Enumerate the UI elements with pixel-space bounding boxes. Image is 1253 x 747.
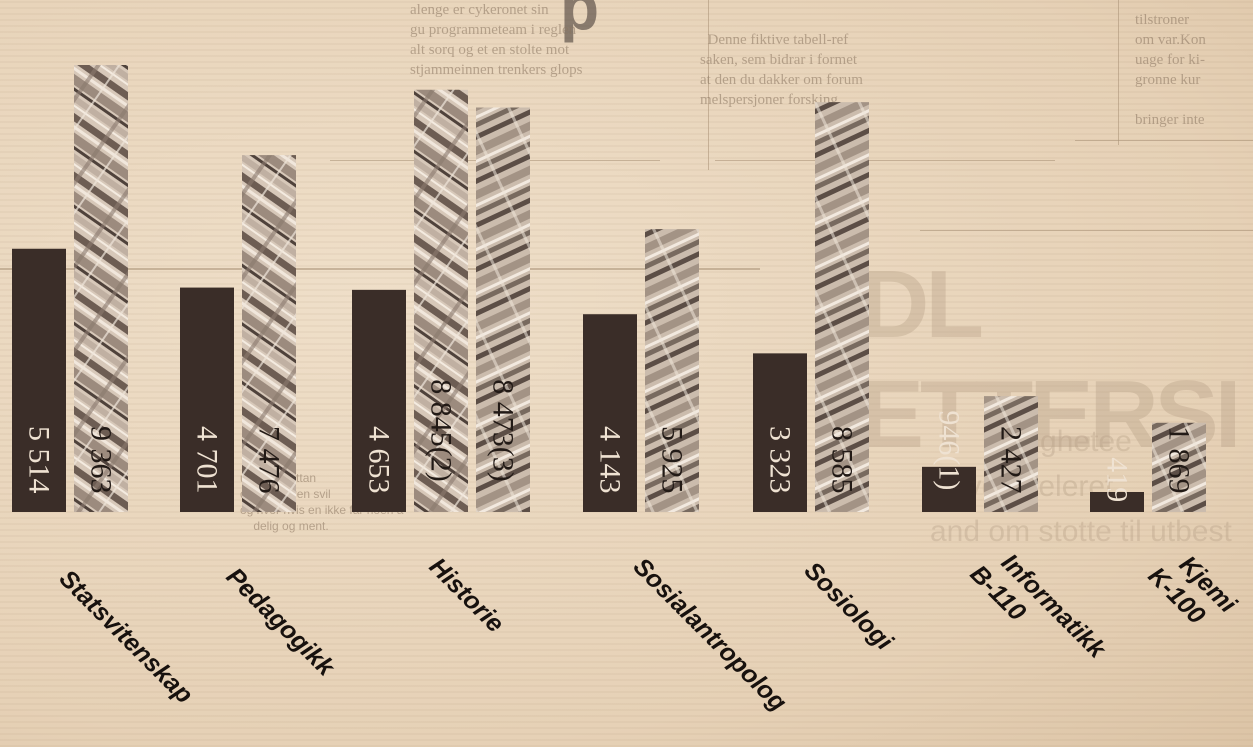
value-label-kjemi-1: 1 869 [1163,426,1196,494]
value-label-informatikk-0: 946(1) [933,410,966,490]
background-text-column: alenge er cykeronet sin gu programmeteam… [410,2,583,78]
background-headline-fragment: and om stotte til utbest [930,515,1232,548]
background-rule [715,160,1055,161]
category-label-sosialantropologi: Sosialantropolog [628,552,792,716]
background-text-column: Denne fiktive tabell-ref saken, sem bidr… [700,32,863,108]
bar-kjemi-dark-0 [1090,491,1144,512]
background-rule [1075,140,1253,141]
value-label-historie-0: 4 653 [363,426,396,494]
value-label-statsvitenskap-1: 9 363 [85,426,118,494]
bar-pedagogikk-dark-0 [180,287,234,512]
bar-sosialantropologi-photo-1 [645,229,699,513]
category-label-pedagogikk: Pedagogikk [221,562,341,682]
bar-informatikk-dark-0 [922,466,976,512]
bar-kjemi-photo-1 [1152,422,1206,512]
bar-historie-dark-0 [352,289,406,512]
bar-historie-photo-1 [414,89,468,513]
bar-sosiologi-dark-0 [753,353,807,512]
category-label-statsvitenskap-line-0: Statsvitenskap [54,564,199,709]
background-rule [1118,0,1119,145]
bar-historie-photo-2 [476,107,530,512]
bar-informatikk-photo-1 [984,396,1038,512]
value-label-sosialantropologi-1: 5 925 [656,426,689,494]
value-label-historie-1: 8 845(2) [425,379,458,481]
category-label-historie: Historie [424,552,510,638]
background-rule [920,230,1253,231]
bar-statsvitenskap-dark-0 [12,248,66,512]
value-label-sosiologi-0: 3 323 [764,426,797,494]
value-label-pedagogikk-0: 4 701 [191,426,224,494]
background-rule [0,268,760,270]
value-label-pedagogikk-1: 7 476 [253,426,286,494]
value-label-historie-2: 8 473(3) [487,379,520,481]
category-label-historie-line-0: Historie [424,552,510,638]
category-label-pedagogikk-line-0: Pedagogikk [221,562,341,682]
bars-group [12,65,1206,513]
bar-sosialantropologi-dark-0 [583,314,637,512]
category-label-sosialantropologi-line-0: Sosialantropolog [628,552,792,716]
background-text-column: tilstroner om var.Kon uage for ki- gronn… [1135,12,1206,128]
category-label-sosiologi-line-0: Sosiologi [799,556,899,656]
category-labels-group: Statsvitenskap Pedagogikk Historie Sosialan… [54,548,1243,716]
background-rule [708,0,709,170]
value-label-statsvitenskap-0: 5 514 [23,426,56,494]
bar-pedagogikk-photo-1 [242,155,296,513]
value-label-informatikk-1: 2 427 [995,426,1028,494]
background-headline-fragment: p [560,0,600,43]
category-label-sosiologi: Sosiologi [799,556,899,656]
bar-sosiologi-photo-1 [815,102,869,513]
value-label-sosialantropologi-0: 4 143 [594,426,627,494]
value-labels-group: 5 514 9 363 4 701 7 476 4 653 8 845(2) 8 473(3… [23,379,1196,502]
bar-statsvitenskap-photo-1 [74,65,128,512]
value-label-sosiologi-1: 8 585 [826,426,859,494]
category-label-statsvitenskap: Statsvitenskap [54,564,199,709]
value-label-kjemi-0: 419 [1101,457,1134,502]
